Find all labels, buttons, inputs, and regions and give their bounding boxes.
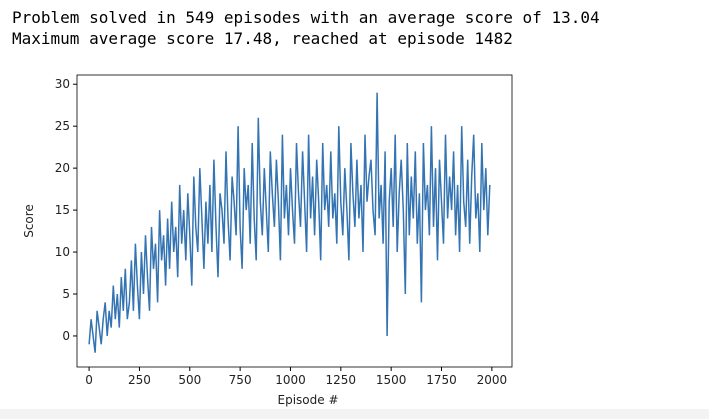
x-tick-label: 2000 bbox=[477, 373, 508, 387]
x-tick-label: 1000 bbox=[275, 373, 306, 387]
x-tick-label: 0 bbox=[85, 373, 93, 387]
bottom-strip bbox=[0, 409, 709, 419]
score-line bbox=[88, 92, 491, 353]
y-tick-label: 5 bbox=[62, 287, 70, 301]
x-tick-label: 1750 bbox=[426, 373, 457, 387]
plot-frame bbox=[76, 74, 513, 368]
y-tick-label: 15 bbox=[55, 203, 70, 217]
x-tick-label: 250 bbox=[128, 373, 151, 387]
y-tick-label: 30 bbox=[55, 77, 70, 91]
output-line: Problem solved in 549 episodes with an a… bbox=[12, 8, 600, 27]
output-line: Maximum average score 17.48, reached at … bbox=[12, 29, 513, 48]
x-tick-label: 1250 bbox=[326, 373, 357, 387]
x-axis-label: Episode # bbox=[278, 393, 339, 407]
y-tick-label: 20 bbox=[55, 161, 70, 175]
y-tick-label: 0 bbox=[62, 329, 70, 343]
y-axis-label: Score bbox=[22, 204, 36, 238]
x-tick-label: 1500 bbox=[376, 373, 407, 387]
x-tick-label: 750 bbox=[229, 373, 252, 387]
y-tick-label: 25 bbox=[55, 119, 70, 133]
y-tick-label: 10 bbox=[55, 245, 70, 259]
x-tick-label: 500 bbox=[178, 373, 201, 387]
